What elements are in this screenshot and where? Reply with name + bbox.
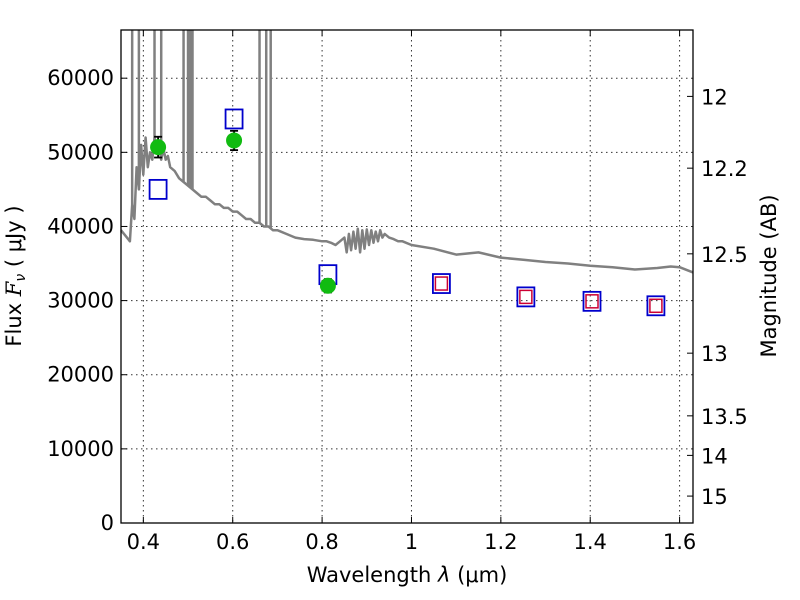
x-tick-label: 0.8 [305,530,338,554]
x-axis: 0.4 0.6 0.8 1 1.2 1.4 1.6 [127,30,696,554]
y-tick-label: 60000 [47,66,114,90]
x-tick-label: 0.4 [127,530,160,554]
observed-flux-square [649,298,663,314]
plot-frame [120,29,694,524]
x-tick-label: 1.6 [663,530,696,554]
model-flux-square [582,290,602,312]
model-flux-square [148,178,168,200]
y-axis: 0 10000 20000 30000 40000 50000 60000 [47,66,127,535]
measured-flux-point [319,277,336,294]
y-tick-label: 10000 [47,437,114,461]
magnitude-tick-label: 12.2 [701,157,748,181]
x-tick-label: 1.4 [574,530,607,554]
magnitude-axis-title: Magnitude (AB) [757,194,781,357]
model-flux-square [432,273,451,294]
x-tick-label: 1.2 [484,530,517,554]
magnitude-axis: 12 12.2 12.5 13 13.5 14 15 [687,85,748,509]
model-flux-square [224,108,244,130]
observed-flux-square [519,289,533,305]
y-tick-label: 40000 [47,214,114,238]
observed-flux-square [585,294,599,309]
magnitude-tick-label: 13 [701,342,728,366]
y-tick-label: 20000 [47,363,114,387]
y-tick-label: 0 [101,511,114,535]
y-axis-title: Flux Fν ( μJy ) [2,205,29,346]
y-tick-label: 30000 [47,289,114,313]
magnitude-tick-label: 12 [701,85,728,109]
spectrum-layer [120,30,694,274]
magnitude-tick-label: 14 [701,444,728,468]
measured-flux-point [226,132,243,149]
markers-layer [148,108,666,317]
x-axis-title: Wavelength λ (μm) [307,563,508,587]
model-flux-square [516,286,536,308]
model-flux-square [646,295,666,317]
y-tick-label: 50000 [47,140,114,164]
measured-flux-point [150,139,167,156]
x-tick-label: 0.6 [216,530,249,554]
magnitude-tick-label: 12.5 [701,243,748,267]
x-tick-label: 1 [405,530,418,554]
magnitude-tick-label: 15 [701,485,728,509]
observed-flux-square [434,276,449,291]
spectrum-line [120,136,694,274]
grid-lines [121,30,693,523]
magnitude-tick-label: 13.5 [701,405,748,429]
